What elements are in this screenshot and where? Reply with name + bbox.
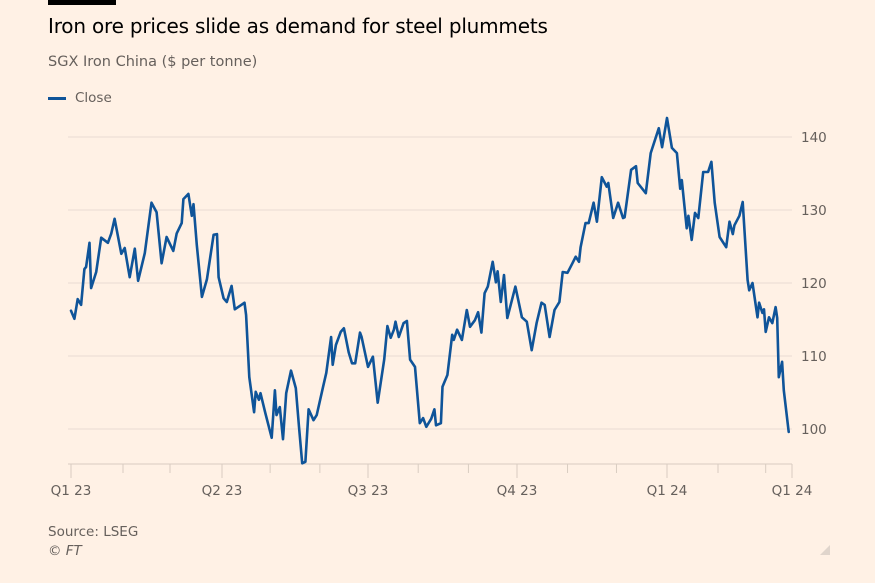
resize-handle-icon[interactable]	[820, 545, 830, 555]
chart-subtitle: SGX Iron China ($ per tonne)	[48, 54, 258, 70]
x-tick-label: Q2 23	[202, 483, 243, 499]
chart-title: Iron ore prices slide as demand for stee…	[48, 14, 548, 38]
legend-swatch-close	[48, 96, 66, 100]
y-tick-label: 120	[801, 276, 827, 292]
gridlines	[68, 136, 792, 430]
y-tick-label: 100	[801, 422, 827, 438]
x-tick-label: Q1 23	[51, 483, 92, 499]
y-tick-label: 110	[801, 349, 827, 365]
y-tick-label: 130	[801, 203, 827, 219]
x-axis: Q1 23 Q2 23 Q3 23 Q4 23 Q1 24 Q1 24	[51, 463, 813, 499]
x-tick-label: Q4 23	[497, 483, 538, 499]
source-note: Source: LSEG	[48, 524, 139, 540]
legend: Close	[48, 90, 112, 106]
series	[69, 116, 791, 465]
series-line-close	[69, 116, 791, 465]
brand-bar	[48, 0, 116, 5]
x-tick-label: Q3 23	[348, 483, 389, 499]
y-tick-label: 140	[801, 130, 827, 146]
x-tick-label: Q1 24	[647, 483, 688, 499]
x-tick-label: Q1 24	[772, 483, 813, 499]
legend-label-close: Close	[75, 90, 112, 106]
copyright-note: © FT	[48, 543, 82, 559]
y-axis: 100 110 120 130 140	[801, 130, 827, 438]
